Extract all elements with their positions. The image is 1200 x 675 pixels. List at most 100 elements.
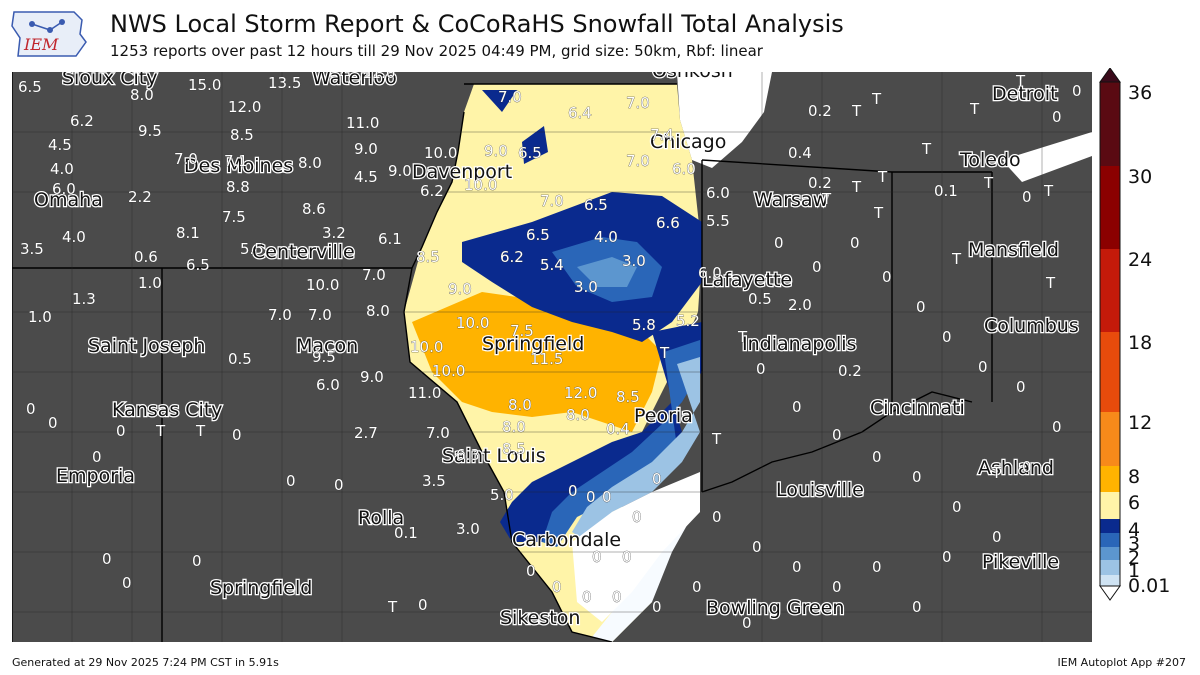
report-value: 3.2	[322, 224, 346, 242]
city-label: Indianapolis	[742, 333, 856, 355]
chart-subtitle: 1253 reports over past 12 hours till 29 …	[110, 42, 763, 60]
report-value: 6.2	[420, 182, 444, 200]
legend-tick: 6	[1128, 492, 1140, 514]
city-label: Bowling Green	[706, 597, 844, 619]
report-value: 12.0	[564, 384, 597, 402]
legend-tick: 4	[1128, 519, 1140, 541]
report-value: 0	[1016, 378, 1026, 396]
report-value: 0	[418, 596, 428, 614]
report-value: T	[877, 168, 888, 186]
report-value: 3.0	[456, 520, 480, 538]
report-values: 6.5 8.0 15.0 12.0 13.5 11.0 6.2 9.5 8.5 …	[18, 72, 1082, 632]
report-value: 8.5	[230, 126, 254, 144]
report-value: 4.5	[48, 136, 72, 154]
city-label: Peoria	[634, 405, 693, 427]
report-value: 6.0	[52, 180, 76, 198]
report-value: 7.1	[224, 152, 248, 170]
report-value: 0	[742, 614, 752, 632]
report-value: 0.1	[394, 524, 418, 542]
report-value: 6.2	[70, 112, 94, 130]
city-label: Springfield	[210, 577, 312, 599]
report-value: 6.5	[526, 226, 550, 244]
report-value: 5.8	[632, 316, 656, 334]
report-value: 6.3	[456, 446, 480, 464]
report-value: T	[873, 204, 884, 222]
report-value: 7.0	[268, 306, 292, 324]
report-value: 8.0	[298, 154, 322, 172]
report-value: 0.4	[788, 144, 812, 162]
report-value: 0	[592, 548, 602, 566]
legend-tick: 1	[1128, 560, 1140, 582]
city-label: Cincinnati	[870, 397, 965, 419]
legend-tick: 2	[1128, 547, 1140, 569]
report-value: 8.5	[502, 440, 526, 458]
report-value: 3.5	[422, 472, 446, 490]
report-value: 0	[872, 448, 882, 466]
report-value: 0	[92, 448, 102, 466]
report-value: 0	[712, 508, 722, 526]
city-label: Rolla	[358, 507, 404, 529]
report-value: 0	[26, 400, 36, 418]
report-value: 0.4	[606, 420, 630, 438]
report-value: 6.0	[316, 376, 340, 394]
report-value: 7.0	[498, 88, 522, 106]
report-value: 8.1	[176, 224, 200, 242]
report-value: 5.2	[676, 312, 700, 330]
report-value: 0	[116, 422, 126, 440]
report-value: 8.0	[508, 396, 532, 414]
report-value: 0	[612, 588, 622, 606]
report-value: 0	[912, 598, 922, 616]
report-value: 0.5	[228, 350, 252, 368]
city-label: Sioux City	[62, 72, 158, 89]
report-value: 0	[692, 578, 702, 596]
report-value: 0	[942, 328, 952, 346]
report-value: 10.0	[424, 144, 457, 162]
report-value: 11.5	[530, 350, 563, 368]
report-value: 1.3	[72, 290, 96, 308]
city-label: Mansfield	[968, 239, 1059, 261]
report-value: 8.6	[302, 200, 326, 218]
city-label: Columbus	[984, 315, 1079, 337]
city-label: Davenport	[412, 161, 512, 183]
report-value: 0	[568, 482, 578, 500]
color-legend: 36 30 24 18 12 8 6 4 3 2 1 0.01	[1099, 68, 1170, 601]
app-credit: IEM Autoplot App #207	[1057, 656, 1187, 669]
legend-tick: 24	[1128, 249, 1152, 271]
city-label: Carbondale	[512, 529, 621, 551]
report-value: 0	[1022, 458, 1032, 476]
city-label: Toledo	[959, 149, 1021, 171]
city-label: Centerville	[252, 241, 355, 263]
report-value: T	[155, 422, 166, 440]
report-value: 8.0	[130, 86, 154, 104]
report-value: 0	[48, 414, 58, 432]
report-value: 10.0	[464, 176, 497, 194]
report-value: 0	[652, 598, 662, 616]
report-value: 0	[832, 426, 842, 444]
report-value: 5.5	[706, 212, 730, 230]
legend-swatch	[1100, 166, 1120, 249]
report-value: 0	[286, 472, 296, 490]
report-value: 4.5	[354, 168, 378, 186]
report-value: T	[951, 250, 962, 268]
report-value: 0	[232, 426, 242, 444]
report-value: 9.5	[312, 348, 336, 366]
report-value: 9.0	[484, 142, 508, 160]
report-value: T	[851, 102, 862, 120]
city-label: Pikeville	[982, 551, 1059, 573]
report-value: 6.0	[706, 184, 730, 202]
report-value: 12.0	[228, 98, 261, 116]
legend-swatch	[1100, 332, 1120, 412]
report-value: T	[387, 598, 398, 616]
report-value: 7.0	[540, 192, 564, 210]
city-label: Saint Louis	[442, 445, 546, 467]
report-value: 0	[1052, 418, 1062, 436]
report-value: 0.2	[808, 174, 832, 192]
city-label: Lafayette	[702, 269, 792, 291]
legend-tick: 0.01	[1128, 575, 1170, 597]
report-value: 11.0	[408, 384, 441, 402]
report-value: T	[659, 344, 670, 362]
report-value: 6.1	[378, 230, 402, 248]
report-value: 0	[832, 578, 842, 596]
report-value: 3.0	[622, 252, 646, 270]
snowfall-contours	[404, 84, 702, 642]
